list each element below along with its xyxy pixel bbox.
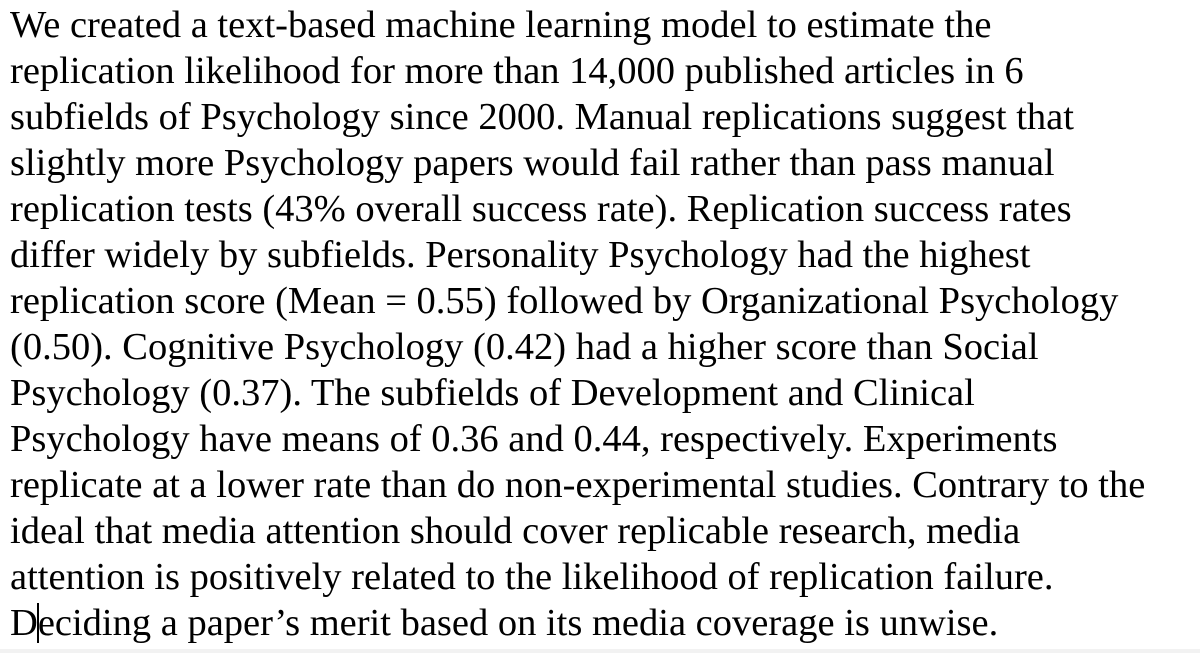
text-line-4: slightly more Psychology papers would fa… [10, 142, 1055, 184]
text-line-5: replication tests (43% overall success r… [10, 188, 1072, 230]
text-line-10: Psychology have means of 0.36 and 0.44, … [10, 418, 1058, 460]
text-line-13: attention is positively related to the l… [10, 556, 1054, 598]
text-line-6: differ widely by subfields. Personality … [10, 234, 1031, 276]
text-line-14: Deciding a paper’s merit based on its me… [10, 600, 1195, 646]
text-line-9: Psychology (0.37). The subfields of Deve… [10, 372, 975, 414]
text-cursor [36, 603, 39, 643]
text-line-11: replicate at a lower rate than do non-ex… [10, 464, 1146, 506]
text-line-8: (0.50). Cognitive Psychology (0.42) had … [10, 326, 1039, 368]
text-line-7: replication score (Mean = 0.55) followed… [10, 280, 1119, 322]
text-line-14-end: eciding a paper’s merit based on its med… [37, 602, 999, 644]
text-line-12: ideal that media attention should cover … [10, 510, 1021, 552]
text-line-14-start: D [10, 602, 38, 644]
text-line-2: replication likelihood for more than 14,… [10, 50, 1024, 92]
bottom-edge [0, 649, 1200, 653]
abstract-paragraph[interactable]: We created a text-based machine learning… [10, 2, 1195, 646]
text-line-3: subfields of Psychology since 2000. Manu… [10, 96, 1074, 138]
text-line-1: We created a text-based machine learning… [10, 4, 992, 46]
